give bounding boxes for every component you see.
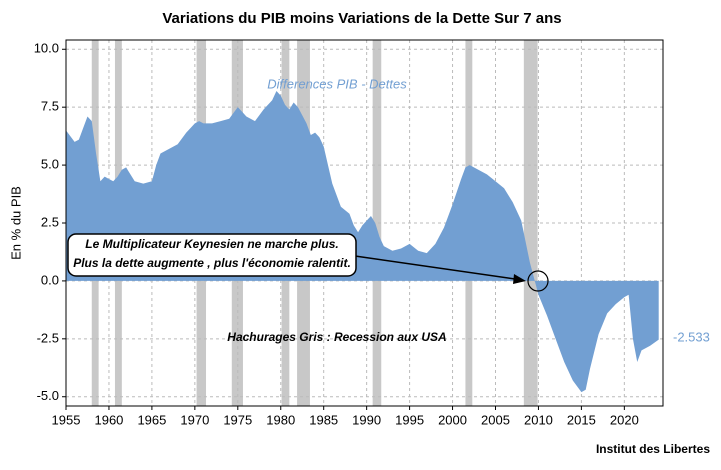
y-tick-label: 7.5 xyxy=(41,99,59,114)
recession-note: Hachurages Gris : Recession aux USA xyxy=(227,330,446,344)
chart-title: Variations du PIB moins Variations de la… xyxy=(162,10,561,27)
y-tick-label: -5.0 xyxy=(37,388,59,403)
x-tick-label: 2005 xyxy=(481,412,510,427)
x-tick-label: 2010 xyxy=(524,412,553,427)
annotation-circle xyxy=(527,270,549,292)
recession-band xyxy=(372,40,382,406)
source: Institut des Libertes xyxy=(596,442,710,456)
y-tick-label: 0.0 xyxy=(41,272,59,287)
x-tick-label: 1960 xyxy=(94,412,123,427)
x-tick-label: 1955 xyxy=(52,412,81,427)
x-tick-label: 1965 xyxy=(137,412,166,427)
x-tick-label: 1990 xyxy=(352,412,381,427)
x-tick-label: 1970 xyxy=(180,412,209,427)
annotation-box xyxy=(67,233,357,277)
x-tick-label: 1975 xyxy=(223,412,252,427)
x-tick-label: 1995 xyxy=(395,412,424,427)
area xyxy=(66,90,659,393)
annotation-text: Le Multiplicateur Keynesien ne marche pl… xyxy=(85,237,338,251)
x-tick-label: 2020 xyxy=(610,412,639,427)
x-tick-label: 1980 xyxy=(266,412,295,427)
x-tick-label: 1985 xyxy=(309,412,338,427)
y-tick-label: -2.5 xyxy=(37,330,59,345)
plot-frame xyxy=(65,39,664,407)
arrow-head xyxy=(513,274,526,284)
last-value-label: -2.533 xyxy=(673,329,710,344)
x-tick-label: 2015 xyxy=(567,412,596,427)
legend-label: Differences PIB - Dettes xyxy=(267,76,407,91)
x-tick-label: 2000 xyxy=(438,412,467,427)
annotation-text: Plus la dette augmente , plus l'économie… xyxy=(73,256,351,270)
y-tick-label: 5.0 xyxy=(41,157,59,172)
annotation-arrow xyxy=(354,255,523,281)
y-tick-label: 2.5 xyxy=(41,214,59,229)
y-tick-label: 10.0 xyxy=(34,41,59,56)
y-axis-label: En % du PIB xyxy=(8,186,23,260)
